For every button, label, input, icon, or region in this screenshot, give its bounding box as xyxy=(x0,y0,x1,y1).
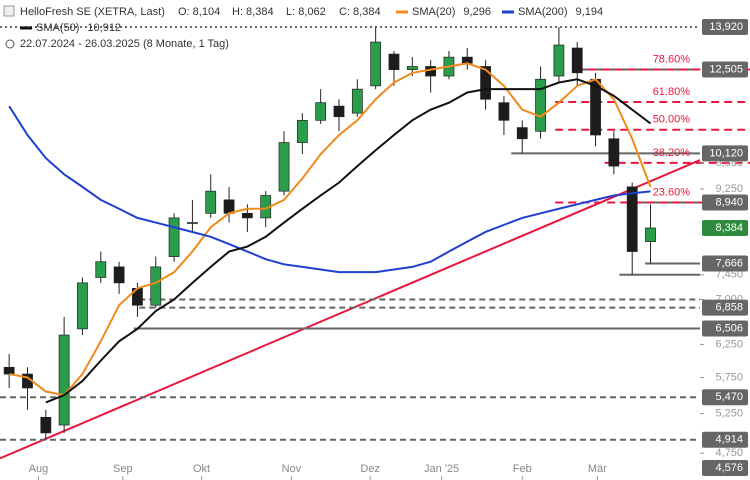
candle-body xyxy=(187,222,198,224)
level-box xyxy=(702,61,748,78)
trendline xyxy=(0,159,701,460)
level-label: 8,940 xyxy=(715,196,743,208)
legend-value: 10,912 xyxy=(87,22,121,34)
clock-icon xyxy=(5,39,15,49)
candle-body xyxy=(296,119,308,143)
level-box xyxy=(702,389,748,406)
x-tick-label: Mär xyxy=(588,463,607,475)
level-label: 10,120 xyxy=(709,147,743,159)
legend-name: SMA(200) xyxy=(518,6,568,18)
candle-body xyxy=(40,417,52,434)
fib-label: 38.20% xyxy=(653,147,691,159)
sma-line xyxy=(45,78,652,404)
x-tick-label: Jan '25 xyxy=(424,463,459,475)
legend-value: 9,296 xyxy=(463,6,491,18)
candle-body xyxy=(95,261,107,278)
candle-body xyxy=(223,199,235,214)
y-tick-label: 5,750 xyxy=(715,371,743,383)
legend-name: SMA(20) xyxy=(412,6,455,18)
level-box xyxy=(702,320,748,337)
level-label: 6,858 xyxy=(715,302,743,314)
level-label: 6,506 xyxy=(715,322,743,334)
y-tick-label: 7,450 xyxy=(715,269,743,281)
level-label: 4,914 xyxy=(715,434,743,446)
level-box xyxy=(702,431,748,448)
ohlc: H: 8,384 xyxy=(232,6,274,18)
legend-value: 9,194 xyxy=(576,6,604,18)
candle-body xyxy=(388,53,400,70)
candle-body xyxy=(168,217,180,257)
ohlc: C: 8,384 xyxy=(339,6,381,18)
fib-label: 61.80% xyxy=(653,86,691,98)
candle-body xyxy=(278,142,290,192)
candle-body xyxy=(645,227,656,242)
sma-line xyxy=(8,62,652,397)
sma-line xyxy=(8,105,651,274)
ohlc: L: 8,062 xyxy=(286,6,326,18)
candle-body xyxy=(3,366,15,375)
x-tick-label: Okt xyxy=(193,463,210,475)
x-tick-label: Dez xyxy=(360,463,380,475)
candle-body xyxy=(333,105,345,118)
y-tick-label: 6,250 xyxy=(715,338,743,350)
level-label: 13,920 xyxy=(709,21,743,33)
level-box xyxy=(702,18,748,35)
candle-body xyxy=(553,44,565,77)
level-box xyxy=(702,219,748,236)
candle-body xyxy=(626,186,638,252)
x-tick-label: Aug xyxy=(29,463,49,475)
level-label: 4,576 xyxy=(715,462,743,474)
y-tick-label: 4,750 xyxy=(715,447,743,459)
level-box xyxy=(702,194,748,211)
candle-body xyxy=(351,88,363,114)
y-tick-label: 9,250 xyxy=(715,183,743,195)
level-box xyxy=(702,255,748,272)
fib-label: 23.60% xyxy=(653,186,691,198)
level-box xyxy=(702,299,748,316)
level-label: 8,384 xyxy=(715,222,743,234)
fib-label: 50.00% xyxy=(653,114,691,126)
level-label: 5,470 xyxy=(715,391,743,403)
x-tick-label: Feb xyxy=(513,463,532,475)
candle-body xyxy=(535,78,546,132)
period: 22.07.2024 - 26.03.2025 (8 Monate, 1 Tag… xyxy=(20,38,229,50)
candle-body xyxy=(480,66,491,100)
candle-body xyxy=(516,127,528,140)
eye-icon[interactable] xyxy=(3,5,15,17)
y-tick-label: 5,250 xyxy=(715,407,743,419)
candle-body xyxy=(315,102,327,121)
candle-body xyxy=(58,334,70,426)
candle-body xyxy=(608,138,620,167)
candle-body xyxy=(406,66,418,70)
candle-body xyxy=(205,190,217,214)
candle-body xyxy=(571,47,583,74)
level-box xyxy=(702,145,748,162)
level-label: 7,666 xyxy=(715,257,743,269)
candle-body xyxy=(150,266,162,306)
level-box xyxy=(702,460,748,477)
ohlc: O: 8,104 xyxy=(178,6,220,18)
instrument: HelloFresh SE (XETRA, Last) xyxy=(20,6,165,18)
x-tick-label: Nov xyxy=(282,463,302,475)
candle-body xyxy=(113,266,125,284)
fib-label: 78.60% xyxy=(653,53,691,65)
x-tick-label: Sep xyxy=(113,463,133,475)
candle-body xyxy=(370,41,382,87)
candle-body xyxy=(77,282,88,330)
level-label: 12,505 xyxy=(709,63,743,75)
header: HelloFresh SE (XETRA, Last) O: 8,104 H: … xyxy=(3,5,381,50)
legend-name: SMA(50) xyxy=(36,22,79,34)
candle-body xyxy=(241,212,253,219)
candle-body xyxy=(498,102,510,121)
plot xyxy=(0,25,750,460)
